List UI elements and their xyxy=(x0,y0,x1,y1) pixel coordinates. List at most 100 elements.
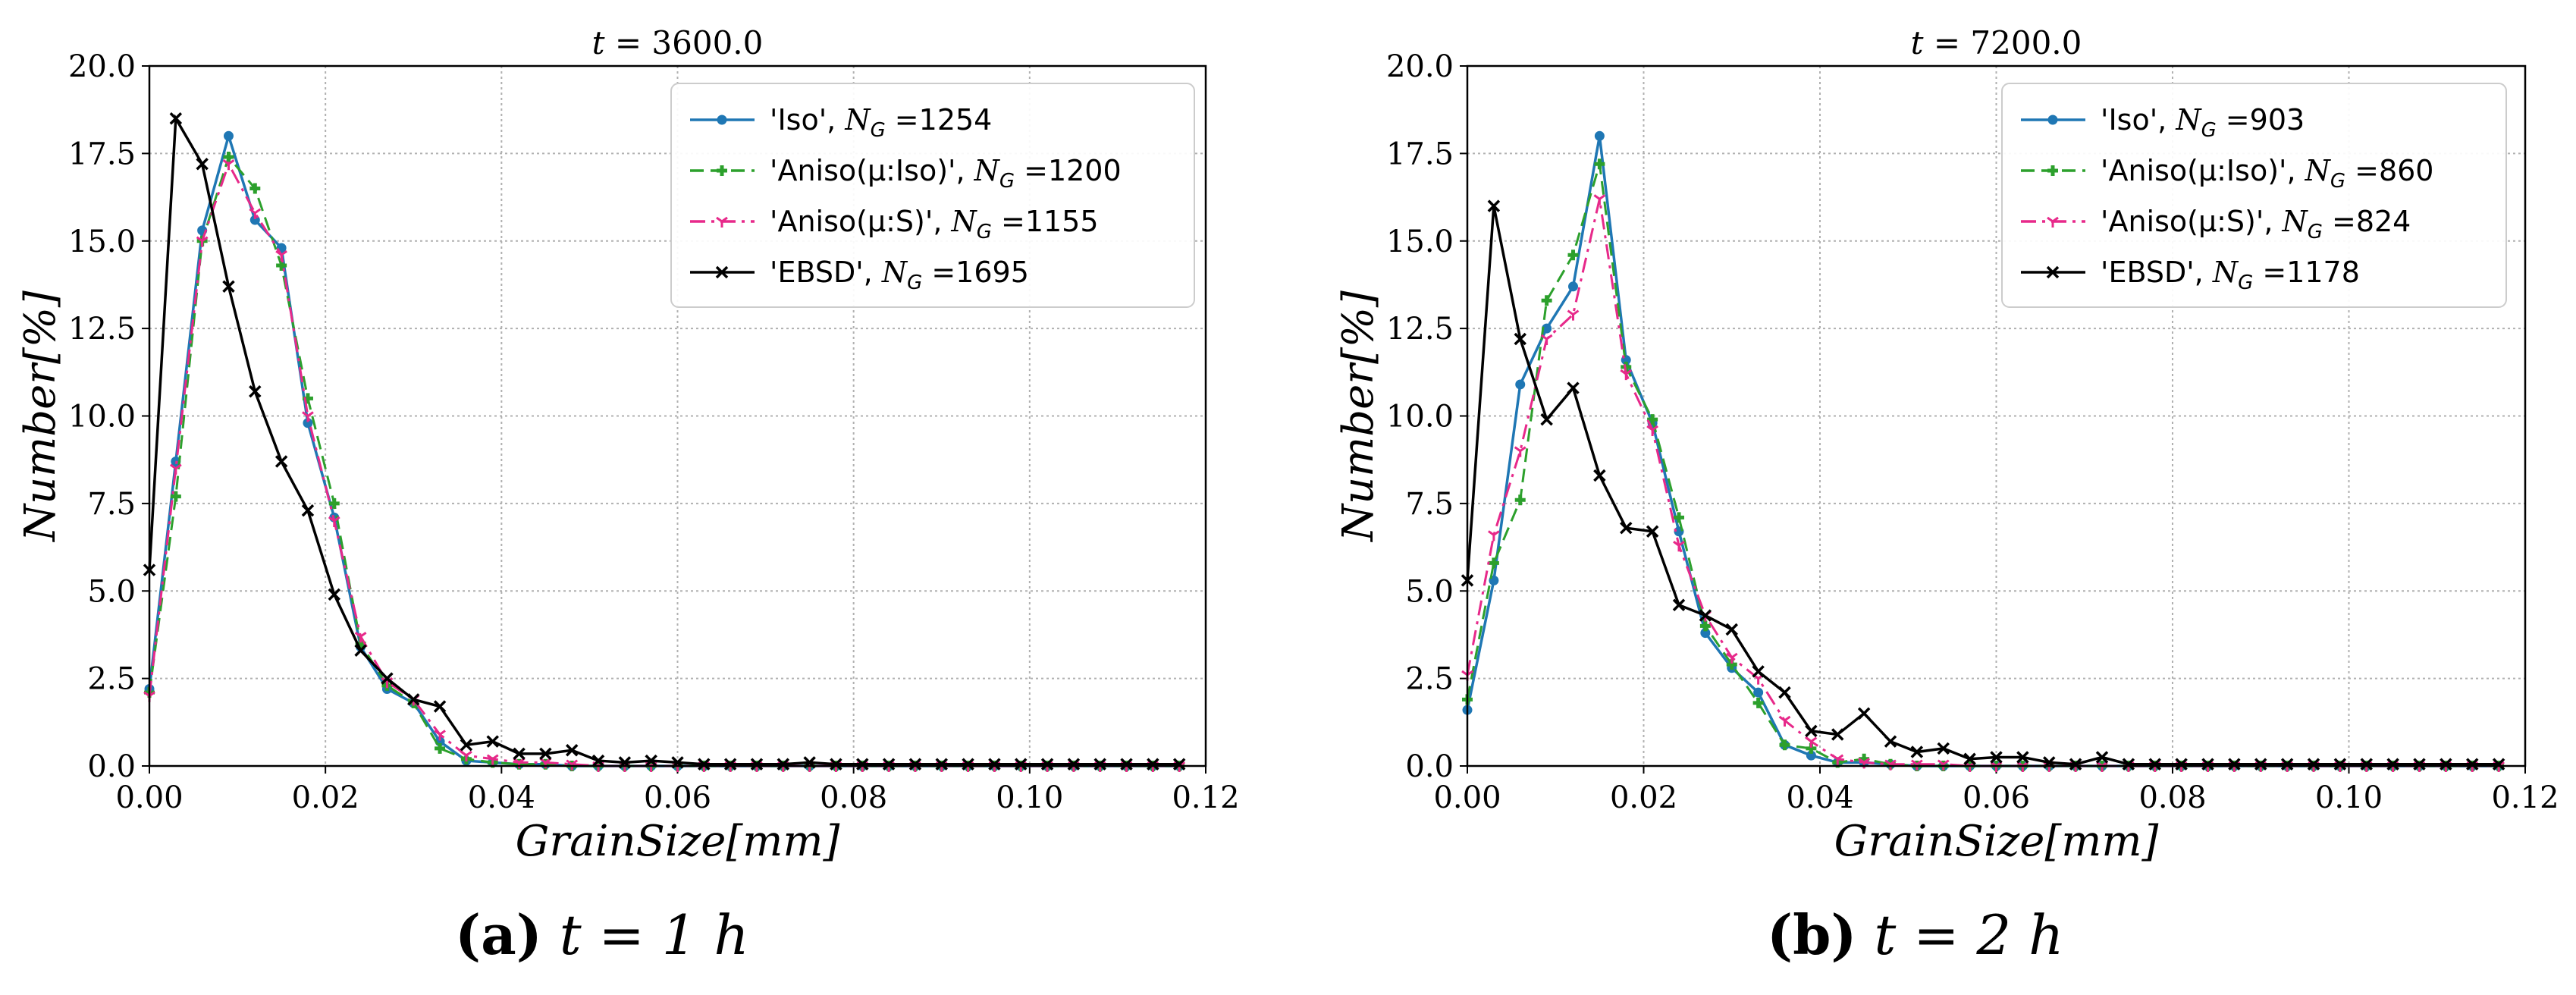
data-point xyxy=(222,159,235,171)
data-point xyxy=(1172,758,1186,771)
data-point xyxy=(2148,758,2161,771)
data-point xyxy=(1541,295,1552,306)
legend-label: 'Aniso(μ:Iso)', NG =860 xyxy=(2101,154,2433,193)
data-point xyxy=(1488,557,1499,569)
x-tick-label: 0.10 xyxy=(996,780,1063,815)
data-point xyxy=(328,498,340,509)
y-tick-label: 5.0 xyxy=(1405,574,1454,609)
data-point xyxy=(1753,687,1764,698)
data-point xyxy=(328,516,340,527)
data-point xyxy=(1673,541,1685,552)
data-point xyxy=(1567,250,1579,261)
data-point xyxy=(486,735,499,748)
chart-panel-b: 0.00 0.02 0.04 0.06 0.08 0.10 0.12 0.0 2.5 5.0 7.5… xyxy=(1334,24,2559,866)
data-point xyxy=(1568,281,1578,292)
data-point xyxy=(1515,379,1526,390)
data-point xyxy=(170,491,181,502)
y-tick-label: 17.5 xyxy=(68,137,136,171)
data-point xyxy=(1594,159,1605,170)
caption-a-label: (a) xyxy=(455,902,542,967)
data-point xyxy=(539,747,552,761)
data-point xyxy=(513,747,526,761)
data-point xyxy=(565,743,579,757)
legend-box xyxy=(2001,83,2507,308)
data-point xyxy=(1805,724,1818,738)
y-tick-label: 15.0 xyxy=(68,224,136,259)
y-tick-label: 20.0 xyxy=(68,49,136,84)
data-point xyxy=(1699,620,1711,632)
x-axis-label: GrainSize[mm] xyxy=(1834,817,2159,866)
data-point xyxy=(1620,521,1633,535)
data-point xyxy=(988,758,1001,771)
data-point xyxy=(249,208,262,219)
data-point xyxy=(830,758,842,771)
data-point xyxy=(2413,758,2426,771)
data-point xyxy=(223,151,234,162)
y-tick-label: 2.5 xyxy=(1405,662,1454,697)
legend-marker xyxy=(717,115,727,125)
data-point xyxy=(2333,758,2347,771)
data-point xyxy=(962,758,974,771)
legend-marker xyxy=(715,265,729,279)
data-point xyxy=(1778,715,1791,727)
data-point xyxy=(2016,751,2029,764)
x-tick-label: 0.02 xyxy=(292,780,359,815)
y-tick-label: 12.5 xyxy=(1386,312,1454,347)
data-point xyxy=(460,750,472,762)
data-point xyxy=(1646,525,1659,538)
data-point xyxy=(1647,414,1658,425)
data-point xyxy=(2122,758,2135,771)
data-point xyxy=(1514,446,1526,457)
data-point xyxy=(1752,697,1764,708)
data-point xyxy=(1857,707,1871,720)
data-point xyxy=(2069,758,2082,771)
chart-title: t = 7200.0 xyxy=(1911,24,2082,61)
data-point xyxy=(407,693,420,706)
x-tick-label: 0.04 xyxy=(1786,780,1853,815)
data-point xyxy=(2254,758,2267,771)
caption-a-text: t = 1 h xyxy=(559,903,749,967)
legend-marker xyxy=(717,165,727,176)
y-tick-label: 0.0 xyxy=(1405,749,1454,784)
data-point xyxy=(196,236,209,247)
y-axis-label: Number[%] xyxy=(1334,290,1383,543)
data-point xyxy=(1620,369,1633,381)
legend-label: 'EBSD', NG =1695 xyxy=(770,256,1029,294)
data-point xyxy=(1699,609,1712,622)
data-point xyxy=(169,111,183,125)
data-point xyxy=(1910,745,1924,758)
data-point xyxy=(2440,758,2452,771)
legend-label: 'Aniso(μ:S)', NG =1155 xyxy=(770,205,1099,243)
data-point xyxy=(381,672,394,685)
data-point xyxy=(2466,758,2479,771)
data-point xyxy=(2201,758,2214,771)
data-point xyxy=(1567,309,1580,321)
data-point xyxy=(882,758,896,771)
data-point xyxy=(645,754,657,767)
legend: 'Iso', NG =903 'Aniso(μ:Iso)', NG =860 'An… xyxy=(2001,83,2507,308)
series-3 xyxy=(143,111,1186,771)
data-point xyxy=(1937,742,1950,755)
data-point xyxy=(223,130,234,141)
series-line xyxy=(1466,206,2499,766)
legend-label: 'Iso', NG =1254 xyxy=(770,103,992,142)
data-point xyxy=(1594,130,1605,141)
data-point xyxy=(777,758,790,771)
data-point xyxy=(1540,413,1553,426)
data-point xyxy=(1593,194,1606,206)
x-tick-label: 0.06 xyxy=(644,780,711,815)
caption-a: (a) t = 1 h xyxy=(455,902,749,967)
x-tick-label: 0.04 xyxy=(468,780,535,815)
data-point xyxy=(2228,758,2241,771)
legend-marker xyxy=(2047,115,2058,125)
legend-marker xyxy=(2046,265,2060,279)
data-point xyxy=(328,588,341,601)
data-point xyxy=(486,754,499,765)
data-point xyxy=(1831,754,1844,765)
data-point xyxy=(1752,665,1765,678)
legend-label: 'Aniso(μ:S)', NG =824 xyxy=(2101,205,2411,243)
data-point xyxy=(301,504,315,517)
caption-b-text: t = 2 h xyxy=(1874,903,2064,967)
y-tick-label: 10.0 xyxy=(1386,400,1454,435)
data-point xyxy=(1593,469,1606,482)
